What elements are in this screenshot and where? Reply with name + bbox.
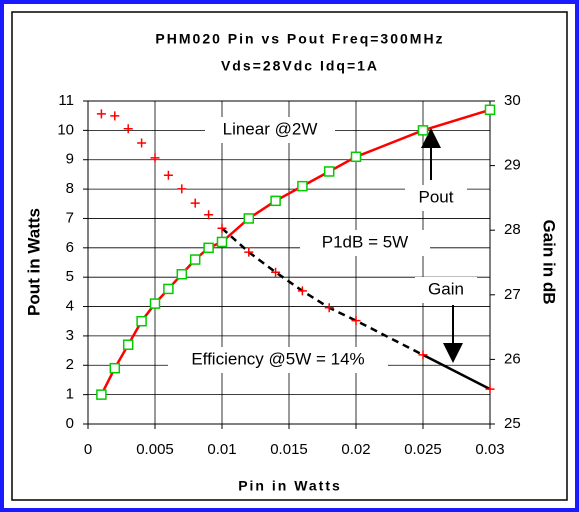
- point: [137, 138, 147, 148]
- y-tick-label: 10: [57, 121, 74, 138]
- y-tick-label: 5: [66, 268, 74, 285]
- y-tick-label: 11: [58, 92, 74, 109]
- y2-tick-label: 30: [504, 92, 521, 109]
- point: [216, 236, 228, 248]
- y-tick-label: 0: [66, 415, 74, 432]
- y-tick-label: 2: [66, 356, 74, 373]
- point: [122, 339, 134, 350]
- point: [109, 362, 121, 374]
- point: [297, 286, 307, 296]
- x-tick-label: 0.03: [475, 441, 504, 458]
- point: [484, 104, 496, 116]
- point: [244, 247, 254, 257]
- point: [297, 180, 308, 192]
- point: [149, 298, 161, 309]
- y2-tick-label: 29: [504, 157, 521, 174]
- point: [110, 111, 120, 121]
- point: [96, 109, 106, 119]
- annotation-box: [405, 185, 467, 211]
- point: [163, 283, 174, 295]
- y-tick-label: 3: [66, 327, 74, 344]
- y2-axis-title: Gain in dB: [540, 220, 559, 305]
- point: [176, 268, 188, 280]
- gain-line: [422, 353, 491, 391]
- x-tick-label: 0.01: [207, 441, 236, 458]
- chart-frame: [11, 11, 568, 501]
- point: [270, 195, 281, 207]
- x-tick-label: 0.025: [404, 441, 442, 458]
- point: [417, 125, 429, 136]
- point: [323, 166, 335, 177]
- point: [177, 184, 187, 194]
- point: [217, 223, 227, 233]
- y-tick-label: 1: [66, 386, 74, 403]
- annotation: Efficiency @5W = 14%: [191, 349, 364, 368]
- annotation-box: [168, 347, 388, 373]
- point: [351, 316, 361, 326]
- point: [163, 170, 173, 180]
- point: [243, 213, 255, 224]
- point: [96, 389, 107, 400]
- chart-subtitle: Vds=28Vdc Idq=1A: [221, 58, 379, 74]
- y2-tick-label: 27: [504, 286, 521, 303]
- point: [203, 242, 214, 254]
- annotation-box: [300, 230, 430, 256]
- point: [136, 315, 147, 327]
- point: [350, 151, 362, 163]
- annotation-box: [205, 117, 335, 143]
- point: [271, 267, 281, 277]
- point: [204, 210, 214, 220]
- y2-tick-label: 28: [504, 221, 521, 238]
- point: [418, 350, 428, 360]
- point: [150, 153, 160, 163]
- y2-tick-label: 26: [504, 350, 521, 367]
- point: [123, 124, 133, 134]
- y-tick-label: 4: [66, 298, 74, 315]
- y-tick-label: 9: [66, 151, 74, 168]
- annotation: Linear @2W: [223, 119, 318, 138]
- point: [190, 198, 200, 208]
- x-tick-label: 0.015: [270, 441, 308, 458]
- arrow-head: [443, 343, 463, 363]
- chart-title: PHM020 Pin vs Pout Freq=300MHz: [155, 31, 444, 47]
- plot-border: [87, 100, 491, 425]
- y-tick-label: 6: [66, 239, 74, 256]
- x-tick-label: 0: [84, 441, 92, 458]
- point: [324, 303, 334, 313]
- y-tick-label: 8: [66, 180, 74, 197]
- x-tick-label: 0.02: [341, 441, 370, 458]
- x-axis-title: Pin in Watts: [238, 478, 342, 494]
- y2-tick-label: 25: [504, 415, 521, 432]
- series-label: Gain: [428, 279, 464, 298]
- annotation-box: [415, 277, 477, 303]
- point: [485, 384, 495, 394]
- y-tick-label: 7: [66, 209, 74, 226]
- series-label: Pout: [419, 187, 454, 206]
- y-axis-title: Pout in Watts: [24, 208, 43, 316]
- arrow-head: [421, 128, 441, 148]
- point: [189, 254, 201, 265]
- x-tick-label: 0.005: [136, 441, 174, 458]
- annotation: P1dB = 5W: [322, 232, 408, 251]
